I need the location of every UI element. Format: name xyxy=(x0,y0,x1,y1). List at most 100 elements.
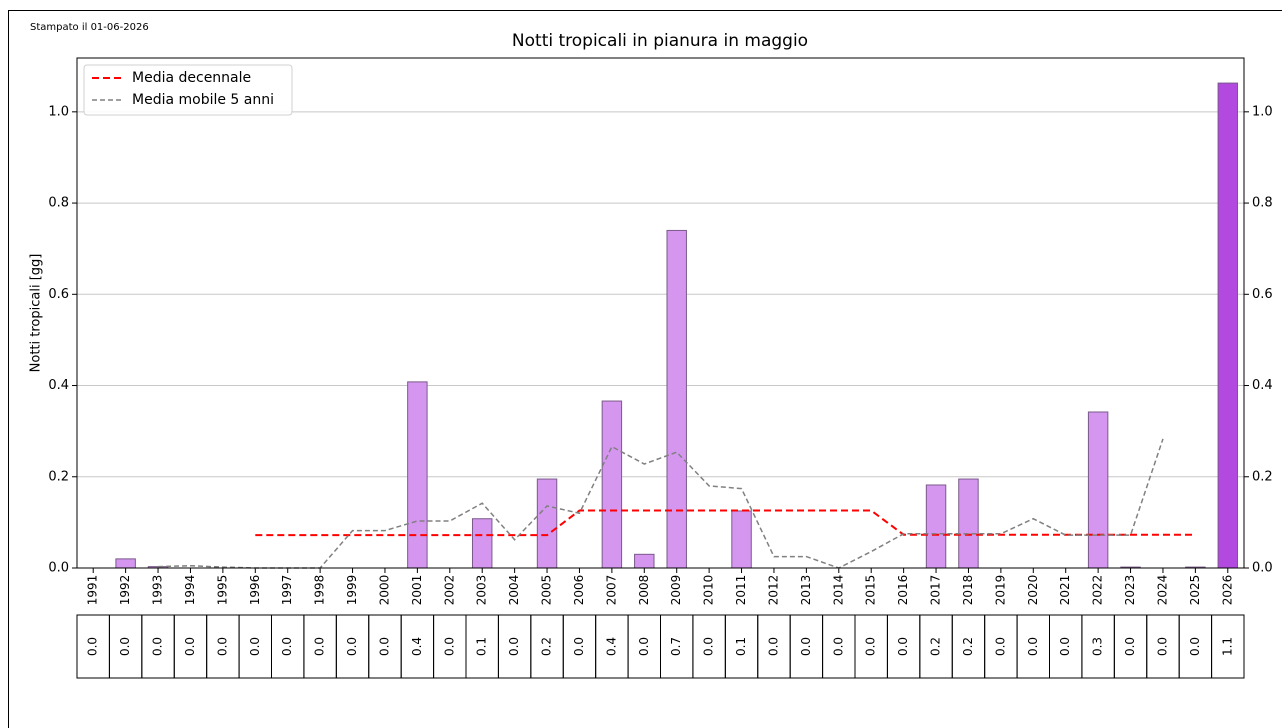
y2-tick-label: 1.0 xyxy=(1252,104,1273,119)
x-tick-label: 1998 xyxy=(313,575,327,606)
x-tick-label: 2014 xyxy=(831,575,845,606)
table-value: 0.0 xyxy=(896,637,910,656)
table-value: 0.0 xyxy=(248,637,262,656)
x-tick-label: 2005 xyxy=(540,575,554,606)
chart-title: Notti tropicali in pianura in maggio xyxy=(512,31,808,51)
table-value: 0.4 xyxy=(604,637,618,656)
x-tick-label: 2004 xyxy=(507,575,521,606)
table-value: 0.1 xyxy=(734,637,748,656)
table-value: 0.4 xyxy=(410,637,424,656)
x-tick-label: 2012 xyxy=(766,575,780,606)
table-value: 0.0 xyxy=(313,637,327,656)
table-value: 0.0 xyxy=(183,637,197,656)
x-tick-label: 2010 xyxy=(702,575,716,606)
table-value: 0.0 xyxy=(1123,637,1137,656)
y2-tick-label: 0.8 xyxy=(1252,196,1273,211)
table-value: 0.0 xyxy=(1155,637,1169,656)
x-tick-label: 2007 xyxy=(604,575,618,606)
x-tick-label: 1995 xyxy=(215,575,229,606)
table-value: 0.7 xyxy=(669,637,683,656)
x-tick-label: 2008 xyxy=(637,575,651,606)
table-value: 0.0 xyxy=(442,637,456,656)
table-value: 0.0 xyxy=(507,637,521,656)
table-value: 0.0 xyxy=(572,637,586,656)
print-note: Stampato il 01-06-2026 xyxy=(30,22,149,33)
table-value: 0.0 xyxy=(799,637,813,656)
x-tick-label: 2022 xyxy=(1091,575,1105,606)
x-tick-label: 2020 xyxy=(1026,575,1040,606)
x-tick-label: 2026 xyxy=(1220,575,1234,606)
x-tick-label: 1992 xyxy=(118,575,132,606)
x-tick-label: 2025 xyxy=(1188,575,1202,606)
x-tick-label: 2001 xyxy=(410,575,424,606)
x-tick-label: 2016 xyxy=(896,575,910,606)
bar xyxy=(1217,82,1239,569)
y2-tick-label: 0.4 xyxy=(1252,378,1273,393)
x-tick-label: 2024 xyxy=(1155,575,1169,606)
table-value: 0.0 xyxy=(345,637,359,656)
x-tick-label: 2009 xyxy=(669,575,683,606)
x-tick-label: 1994 xyxy=(183,575,197,606)
table-value: 0.0 xyxy=(831,637,845,656)
x-tick-label: 1993 xyxy=(151,575,165,606)
table-value: 0.0 xyxy=(766,637,780,656)
table-value: 0.0 xyxy=(118,637,132,656)
table-value: 0.0 xyxy=(864,637,878,656)
table-value: 0.0 xyxy=(1026,637,1040,656)
table-value: 0.0 xyxy=(86,637,100,656)
x-tick-label: 2015 xyxy=(864,575,878,606)
bar xyxy=(1087,411,1109,569)
bar xyxy=(634,553,655,569)
x-tick-label: 2000 xyxy=(377,575,391,606)
table-value: 0.0 xyxy=(1188,637,1202,656)
bar xyxy=(666,229,687,569)
bar xyxy=(536,478,558,569)
bar xyxy=(407,381,428,569)
table-value: 0.0 xyxy=(215,637,229,656)
x-tick-label: 2021 xyxy=(1058,575,1072,606)
table-value: 0.0 xyxy=(1058,637,1072,656)
bar xyxy=(925,484,947,569)
line-series xyxy=(255,509,1196,537)
x-tick-label: 2003 xyxy=(475,575,489,606)
bar xyxy=(115,558,136,569)
y-tick-label: 0.0 xyxy=(48,561,69,576)
legend-label: Media decennale xyxy=(132,70,251,86)
line-series xyxy=(158,438,1164,569)
y2-tick-label: 0.2 xyxy=(1252,469,1273,484)
table-value: 0.0 xyxy=(702,637,716,656)
table-value: 0.0 xyxy=(151,637,165,656)
bar xyxy=(471,518,493,569)
legend-box xyxy=(83,64,293,116)
table-cell xyxy=(1211,614,1245,679)
legend-label: Media mobile 5 anni xyxy=(132,92,274,108)
bar xyxy=(601,400,623,569)
table-value: 0.0 xyxy=(377,637,391,656)
x-tick-label: 2023 xyxy=(1123,575,1137,606)
table-value: 0.2 xyxy=(540,637,554,656)
x-tick-label: 1997 xyxy=(280,575,294,606)
table-value: 0.2 xyxy=(961,637,975,656)
y-tick-label: 0.2 xyxy=(48,469,69,484)
x-tick-label: 2006 xyxy=(572,575,586,606)
x-tick-label: 1996 xyxy=(248,575,262,606)
table-value: 0.0 xyxy=(993,637,1007,656)
y2-tick-label: 0.0 xyxy=(1252,561,1273,576)
y-tick-label: 0.4 xyxy=(48,378,69,393)
x-tick-label: 2011 xyxy=(734,575,748,606)
table-value: 0.2 xyxy=(929,637,943,656)
table-value: 0.1 xyxy=(475,637,489,656)
bar xyxy=(958,478,979,569)
y2-tick-label: 0.6 xyxy=(1252,287,1273,302)
x-tick-label: 2018 xyxy=(961,575,975,606)
y-tick-label: 0.8 xyxy=(48,196,69,211)
x-tick-label: 1991 xyxy=(86,575,100,606)
table-value: 0.0 xyxy=(637,637,651,656)
table-value: 1.1 xyxy=(1220,637,1234,656)
plot-frame xyxy=(76,57,1245,569)
x-tick-label: 2013 xyxy=(799,575,813,606)
y-axis-label: Notti tropicali [gg] xyxy=(29,254,44,373)
x-tick-label: 2017 xyxy=(929,575,943,606)
table-value: 0.3 xyxy=(1091,637,1105,656)
